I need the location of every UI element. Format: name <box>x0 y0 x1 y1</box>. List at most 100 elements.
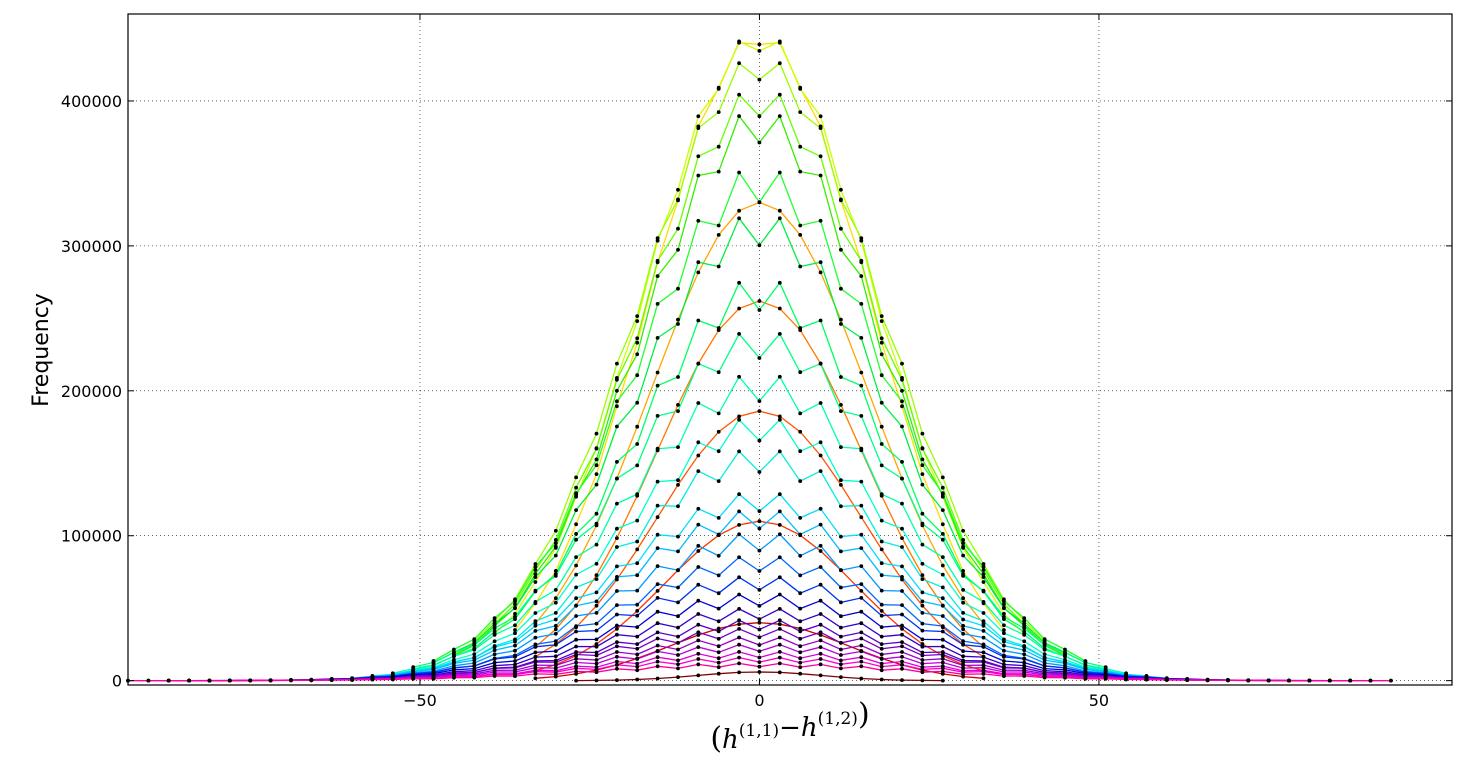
data-point <box>859 664 864 669</box>
data-point <box>472 647 477 652</box>
data-point <box>940 629 945 634</box>
data-point <box>900 575 904 579</box>
data-point <box>594 457 599 462</box>
data-point <box>676 226 680 231</box>
data-point <box>920 650 925 655</box>
data-point <box>553 617 558 622</box>
data-point <box>777 618 782 623</box>
data-point <box>615 666 619 671</box>
data-point <box>513 628 517 632</box>
data-point <box>492 660 497 665</box>
data-point <box>798 553 803 558</box>
data-point <box>676 375 680 379</box>
data-point <box>594 599 599 604</box>
data-point <box>879 613 884 618</box>
data-point <box>615 424 619 429</box>
data-point <box>1042 664 1047 668</box>
data-point <box>716 626 721 631</box>
data-point <box>900 388 904 393</box>
data-point <box>777 449 782 454</box>
data-point <box>594 590 599 595</box>
data-point <box>594 542 599 547</box>
data-point <box>981 665 986 670</box>
data-point <box>940 596 945 601</box>
data-point <box>1205 678 1210 683</box>
data-point <box>940 491 945 496</box>
data-point <box>513 655 517 659</box>
data-point <box>676 317 680 322</box>
data-point <box>594 611 599 615</box>
data-point <box>961 623 965 628</box>
data-point <box>920 521 925 526</box>
data-point <box>513 602 517 607</box>
data-point <box>757 308 762 312</box>
data-point <box>655 676 660 681</box>
data-point <box>1002 614 1006 619</box>
data-point <box>615 460 619 464</box>
data-point <box>839 614 843 619</box>
data-point <box>737 417 741 422</box>
data-point <box>920 621 925 626</box>
data-point <box>961 600 965 605</box>
axis-ticks: −50 0 50 0 100000 200000 300000 400000 <box>61 14 1452 710</box>
data-point <box>716 606 721 611</box>
data-point <box>798 626 803 631</box>
data-point <box>859 655 864 660</box>
data-point <box>635 314 640 318</box>
data-point <box>1042 643 1047 647</box>
data-point <box>533 572 538 576</box>
data-point <box>737 523 741 527</box>
data-point <box>1185 678 1190 682</box>
data-point <box>513 659 517 663</box>
data-point <box>777 607 782 611</box>
data-point <box>635 336 640 341</box>
data-point <box>879 642 884 646</box>
data-point <box>818 126 823 130</box>
data-point <box>655 236 660 241</box>
data-point <box>859 659 864 664</box>
data-point <box>635 625 640 629</box>
data-point <box>757 140 762 145</box>
data-point <box>635 352 640 357</box>
data-point <box>574 522 578 527</box>
data-point <box>818 622 823 627</box>
data-point <box>940 678 945 683</box>
data-point <box>533 619 538 624</box>
data-point <box>635 539 640 544</box>
data-point <box>900 501 904 506</box>
data-point <box>635 373 640 378</box>
data-point <box>492 616 497 620</box>
data-point <box>757 438 762 443</box>
data-point <box>777 622 782 627</box>
data-point <box>859 370 864 375</box>
data-point <box>879 646 884 651</box>
data-point <box>981 655 986 659</box>
data-point <box>777 523 782 527</box>
data-point <box>879 561 884 566</box>
data-point <box>472 675 477 680</box>
data-point <box>879 657 884 661</box>
data-point <box>696 598 701 603</box>
data-point <box>757 509 762 513</box>
data-point <box>839 483 843 487</box>
data-point <box>655 383 660 388</box>
data-point <box>1022 639 1027 644</box>
data-point <box>757 49 762 53</box>
data-point <box>940 537 945 542</box>
data-point <box>268 678 273 683</box>
data-point <box>818 154 823 159</box>
data-point <box>777 627 782 631</box>
data-point <box>696 361 701 366</box>
data-point <box>635 613 640 618</box>
data-point <box>777 635 782 640</box>
data-point <box>798 660 803 665</box>
data-point <box>818 598 823 603</box>
data-point <box>513 639 517 644</box>
data-point <box>553 600 558 605</box>
data-point <box>818 522 823 527</box>
data-point <box>981 568 986 572</box>
data-point <box>696 260 701 265</box>
data-point <box>676 568 680 573</box>
data-point <box>839 226 843 231</box>
data-point <box>452 654 456 659</box>
